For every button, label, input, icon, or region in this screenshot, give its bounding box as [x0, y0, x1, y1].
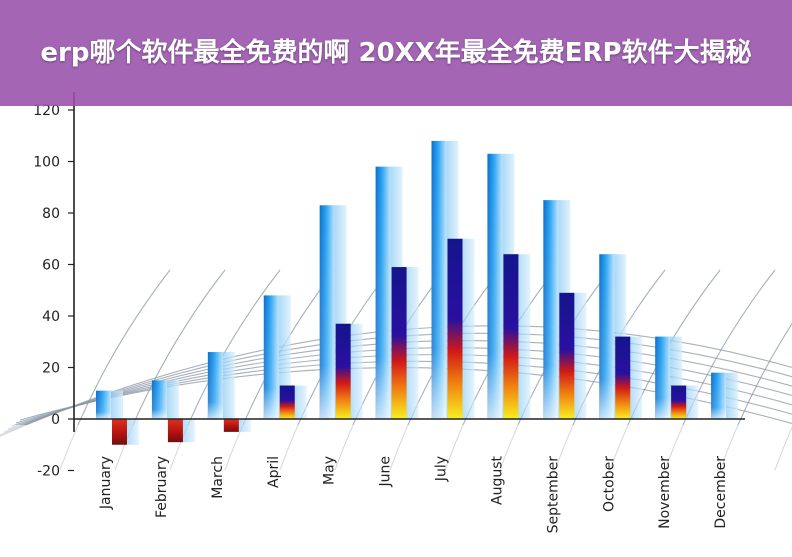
bar-shadow — [124, 419, 139, 445]
bar-series-2 — [503, 254, 519, 419]
bar-series-2 — [335, 323, 351, 419]
x-category-label: September — [545, 456, 561, 534]
title-banner: erp哪个软件最全免费的啊 20XX年最全免费ERP软件大揭秘 — [0, 0, 792, 106]
x-category-label: February — [154, 456, 170, 518]
y-tick-label: 120 — [33, 103, 60, 119]
bar-series-2 — [391, 267, 407, 419]
bar-series-2 — [615, 336, 631, 419]
bar-shadow — [627, 336, 643, 419]
y-tick-label: -20 — [37, 464, 60, 480]
bar-shadow — [108, 390, 123, 419]
bar-series-2 — [279, 385, 295, 419]
bar-series-2 — [447, 238, 463, 419]
x-category-label: August — [489, 455, 505, 505]
bar-shadow — [347, 323, 363, 419]
bar-series-2 — [112, 419, 127, 445]
axes-group: 120 100 80 60 40 20 0 -20 January February March Ap… — [33, 92, 745, 533]
floor-fade — [0, 425, 792, 557]
bars-group — [96, 140, 739, 445]
bar-shadow — [219, 352, 235, 419]
bar-series-1-highlight — [711, 372, 727, 419]
bar-series-1-highlight — [319, 205, 335, 419]
bar-series-1-highlight — [655, 336, 671, 419]
bar-shadow — [403, 267, 419, 419]
x-category-label: May — [322, 456, 338, 485]
bar-series-1-highlight — [96, 390, 111, 419]
bar-series-1-highlight — [431, 140, 447, 419]
x-category-label: April — [266, 456, 282, 488]
bar-series-1-highlight — [375, 166, 391, 419]
bar-series-1-highlight — [263, 295, 279, 419]
bar-series-1-highlight — [487, 153, 503, 419]
bar-series-1-highlight — [151, 380, 167, 419]
y-tick-label: 100 — [33, 155, 60, 171]
y-tick-label: 60 — [42, 258, 60, 274]
bar-series-2 — [223, 419, 239, 432]
bar-shadow — [723, 372, 739, 419]
bar-shadow — [179, 419, 195, 443]
bar-series-2 — [671, 385, 687, 419]
bar-shadow — [459, 238, 475, 419]
y-tick-label: 40 — [42, 309, 60, 325]
bar-shadow — [571, 292, 587, 419]
x-category-label: March — [210, 456, 226, 499]
bar-series-2 — [167, 419, 183, 443]
bar-shadow — [291, 385, 307, 419]
x-category-label: July — [434, 456, 450, 482]
bar-series-1-highlight — [207, 352, 223, 419]
y-tick-label: 20 — [42, 361, 60, 377]
bar-series-1-highlight — [599, 254, 615, 419]
bar-shadow — [235, 419, 251, 432]
x-category-label: June — [378, 456, 394, 488]
bar-shadow — [515, 254, 531, 419]
y-tick-label: 80 — [42, 206, 60, 222]
page-title: erp哪个软件最全免费的啊 20XX年最全免费ERP软件大揭秘 — [40, 38, 752, 68]
bar-series-1-highlight — [543, 200, 559, 419]
bar-shadow — [163, 380, 179, 419]
x-category-label: November — [657, 456, 673, 529]
bar-series-2 — [559, 292, 575, 419]
bar-shadow — [683, 385, 699, 419]
x-category-label: October — [601, 456, 617, 512]
x-category-label: January — [98, 456, 114, 510]
x-category-label: December — [713, 456, 729, 529]
y-tick-label: 0 — [51, 412, 60, 428]
